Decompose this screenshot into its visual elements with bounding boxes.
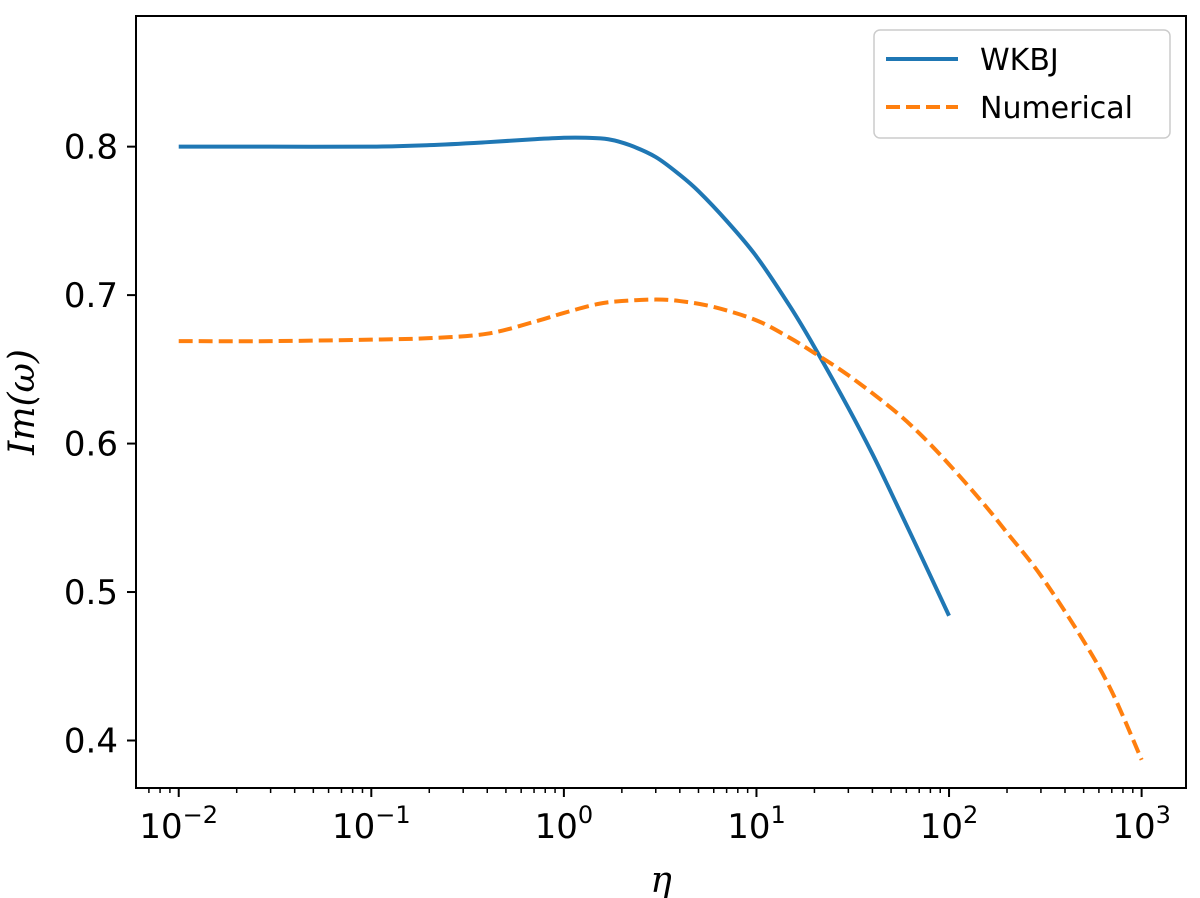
series-line-wkbj [178, 135, 951, 617]
y-tick-label: 0.8 [64, 128, 118, 168]
y-tick-label: 0.7 [64, 276, 118, 316]
y-tick-label: 0.5 [64, 573, 118, 613]
x-tick-label: 10−2 [139, 801, 218, 847]
x-tick-label: 10−1 [332, 801, 411, 847]
x-tick-label: 102 [920, 801, 979, 847]
legend: WKBJ Numerical [873, 29, 1171, 139]
series-line-numerical [178, 297, 1144, 761]
x-axis-label: η [650, 860, 672, 898]
legend-label-numerical: Numerical [980, 91, 1133, 126]
series-layer [178, 135, 1144, 761]
y-tick-label: 0.4 [64, 721, 118, 761]
x-tick-label: 101 [727, 801, 786, 847]
y-tick-label: 0.6 [64, 425, 118, 465]
x-tick-label: 103 [1112, 801, 1171, 847]
legend-label-wkbj: WKBJ [980, 43, 1059, 78]
plot-frame [135, 15, 1187, 789]
ticks-layer: 0.4 0.5 0.6 0.7 0.8 10−2 10−1 100 101 102 103 [64, 128, 1171, 847]
y-axis-label: Im(ω) [2, 349, 43, 456]
x-tick-label: 100 [535, 801, 594, 847]
